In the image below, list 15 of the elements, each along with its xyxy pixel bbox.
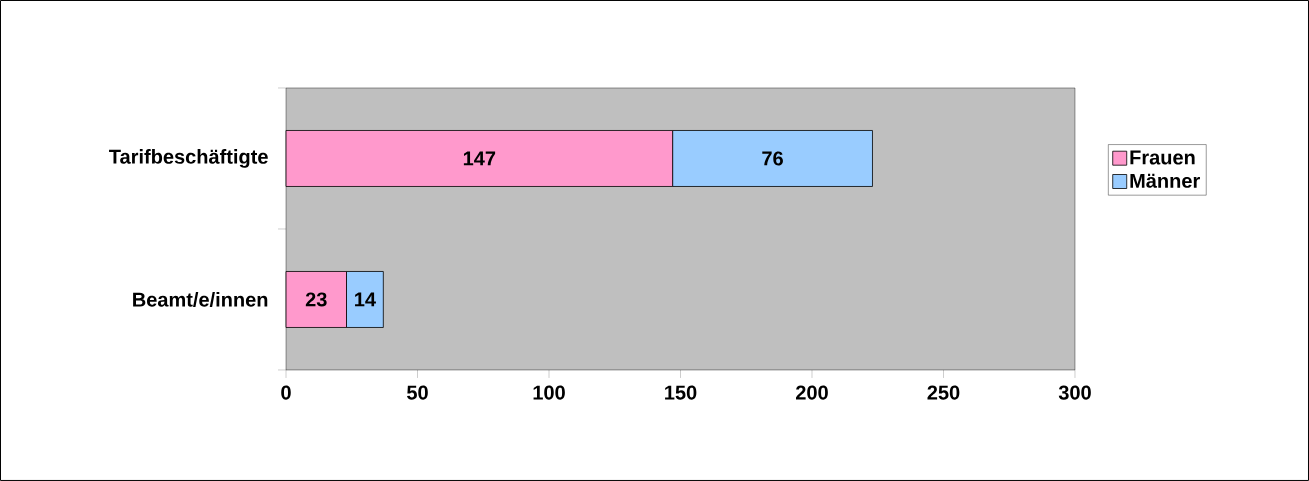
x-tick-label: 0 — [281, 385, 291, 400]
data-label: 76 — [762, 151, 783, 166]
data-label: 23 — [305, 292, 327, 307]
x-tick-label: 300 — [1058, 385, 1091, 400]
x-tick-label: 150 — [665, 385, 697, 400]
x-tick-label: 250 — [927, 385, 960, 400]
x-tick-label: 50 — [407, 385, 428, 400]
x-tick-label: 100 — [533, 385, 565, 400]
data-label: 14 — [355, 292, 376, 307]
data-label: 147 — [463, 151, 496, 166]
y-tick-label: Beamt/e/innen — [133, 292, 268, 307]
y-tick-label: Tarifbeschäftigte — [109, 149, 268, 168]
legend-label: Frauen — [1130, 150, 1195, 165]
x-tick-label: 200 — [796, 385, 828, 400]
legend-label: Männer — [1130, 173, 1200, 188]
